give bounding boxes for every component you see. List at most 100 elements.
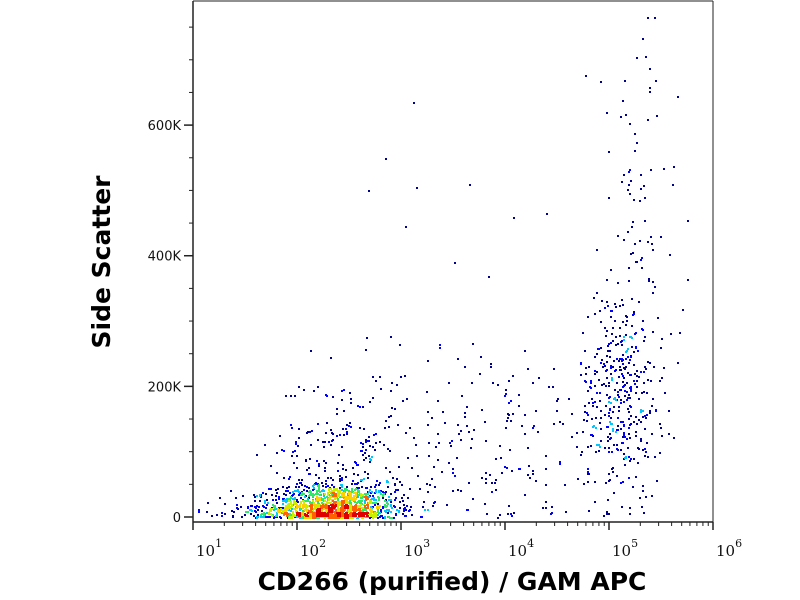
data-point [263, 514, 265, 516]
data-point [610, 417, 612, 419]
data-point [291, 455, 293, 457]
data-point [354, 483, 356, 485]
data-point [405, 432, 407, 434]
data-point [297, 445, 299, 447]
data-point [321, 510, 323, 512]
data-point [640, 438, 642, 440]
data-point [622, 100, 624, 102]
data-point [404, 375, 406, 377]
data-point [622, 354, 624, 356]
data-point [355, 504, 357, 506]
data-point [378, 490, 380, 492]
data-point [434, 486, 436, 488]
data-point [606, 355, 608, 357]
data-point [623, 367, 625, 369]
data-point [319, 497, 321, 499]
data-point [524, 494, 526, 496]
data-point [278, 496, 280, 498]
data-point [437, 459, 439, 461]
data-point [281, 449, 283, 451]
data-point [606, 377, 608, 379]
data-point [257, 514, 259, 516]
data-point [622, 386, 624, 388]
data-point [363, 478, 365, 480]
data-point [266, 512, 268, 514]
data-point [617, 417, 619, 419]
data-point [382, 491, 384, 493]
data-point [644, 366, 646, 368]
data-point [645, 417, 647, 419]
data-point [370, 515, 372, 517]
data-point [313, 516, 315, 518]
data-point [375, 491, 377, 493]
data-point [384, 500, 386, 502]
data-point [557, 398, 559, 400]
data-point [590, 382, 592, 384]
data-point [510, 513, 512, 515]
data-point [299, 515, 301, 517]
data-point [388, 416, 390, 418]
data-point [499, 514, 501, 516]
data-point [402, 513, 404, 515]
data-point [322, 441, 324, 443]
data-point [367, 504, 369, 506]
data-point [268, 512, 270, 514]
data-point [336, 413, 338, 415]
data-point [641, 392, 643, 394]
data-point [591, 398, 593, 400]
data-point [687, 220, 689, 222]
data-point [580, 362, 582, 364]
data-point [590, 445, 592, 447]
data-point [353, 506, 355, 508]
data-point [617, 394, 619, 396]
data-point [644, 336, 646, 338]
data-point [565, 511, 567, 513]
data-point [330, 513, 332, 515]
data-point [630, 388, 632, 390]
data-point [357, 494, 359, 496]
data-point [342, 514, 344, 516]
data-point [306, 514, 308, 516]
data-point [608, 343, 610, 345]
data-point [394, 408, 396, 410]
data-point [612, 411, 614, 413]
data-point [300, 502, 302, 504]
data-point [296, 507, 298, 509]
data-point [603, 383, 605, 385]
data-point [609, 479, 611, 481]
data-point [415, 444, 417, 446]
data-point [396, 509, 398, 511]
data-point [298, 386, 300, 388]
data-point [608, 451, 610, 453]
data-point [635, 392, 637, 394]
data-point [288, 500, 290, 502]
data-point [629, 513, 631, 515]
data-point [627, 372, 629, 374]
data-point [378, 484, 380, 486]
data-point [449, 442, 451, 444]
data-point [508, 505, 510, 507]
data-point [294, 503, 296, 505]
data-point [341, 489, 343, 491]
data-point [309, 494, 311, 496]
data-point [363, 512, 365, 514]
data-point [357, 505, 359, 507]
data-point [370, 502, 372, 504]
data-point [484, 503, 486, 505]
data-point [586, 412, 588, 414]
data-point [546, 213, 548, 215]
data-point [342, 428, 344, 430]
data-point [369, 489, 371, 491]
data-point [380, 509, 382, 511]
data-point [348, 511, 350, 513]
data-point [545, 468, 547, 470]
data-point [348, 425, 350, 427]
data-point [362, 406, 364, 408]
data-point [277, 488, 279, 490]
data-point [245, 511, 247, 513]
data-point [360, 495, 362, 497]
data-point [312, 489, 314, 491]
data-point [387, 448, 389, 450]
data-point [327, 477, 329, 479]
data-point [485, 482, 487, 484]
